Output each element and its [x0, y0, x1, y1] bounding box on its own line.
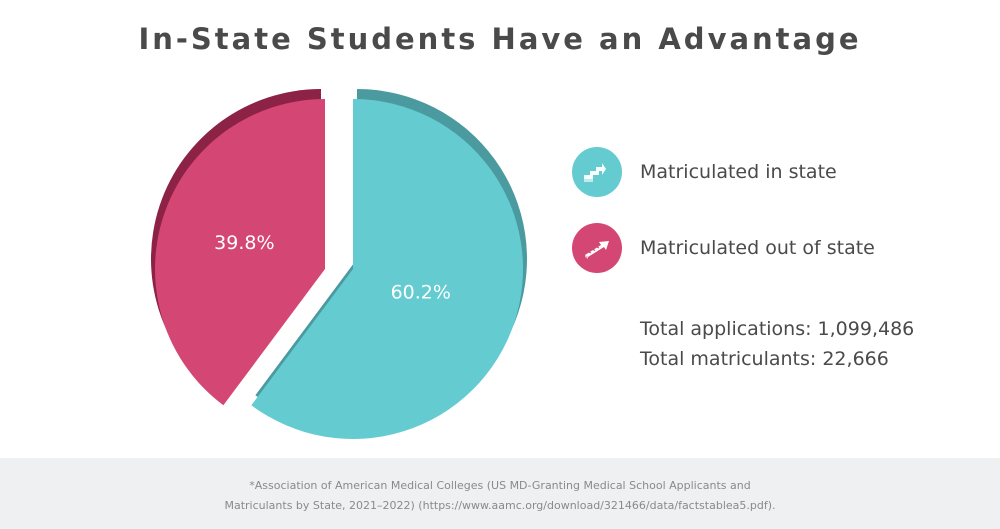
pie-slice-out-state: [155, 99, 325, 406]
steps-arrow-icon: [572, 147, 622, 197]
legend-item-out-state: Matriculated out of state: [572, 222, 875, 274]
legend: Matriculated in state Matriculated out o…: [572, 146, 875, 298]
totals: Total applications: 1,099,486 Total matr…: [640, 314, 914, 374]
source-footnote: *Association of American Medical College…: [0, 476, 1000, 516]
footnote-line-1: *Association of American Medical College…: [249, 479, 751, 492]
footer: *Association of American Medical College…: [0, 458, 1000, 529]
total-applications: Total applications: 1,099,486: [640, 318, 915, 340]
footnote-line-2: Matriculants by State, 2021–2022) (https…: [224, 499, 776, 512]
pie-chart: 60.2% 39.8%: [151, 89, 528, 439]
total-matriculants: Total matriculants: 22,666: [640, 348, 889, 370]
pie-label-in-state: 60.2%: [391, 281, 451, 303]
legend-label-in-state: Matriculated in state: [640, 161, 837, 183]
pie-slice-in-state: [251, 99, 524, 439]
pie-label-out-state: 39.8%: [214, 232, 274, 254]
legend-label-out-state: Matriculated out of state: [640, 237, 875, 259]
legend-item-in-state: Matriculated in state: [572, 146, 875, 198]
chart-title: In-State Students Have an Advantage: [138, 22, 862, 56]
diagonal-arrow-icon: [572, 223, 622, 273]
